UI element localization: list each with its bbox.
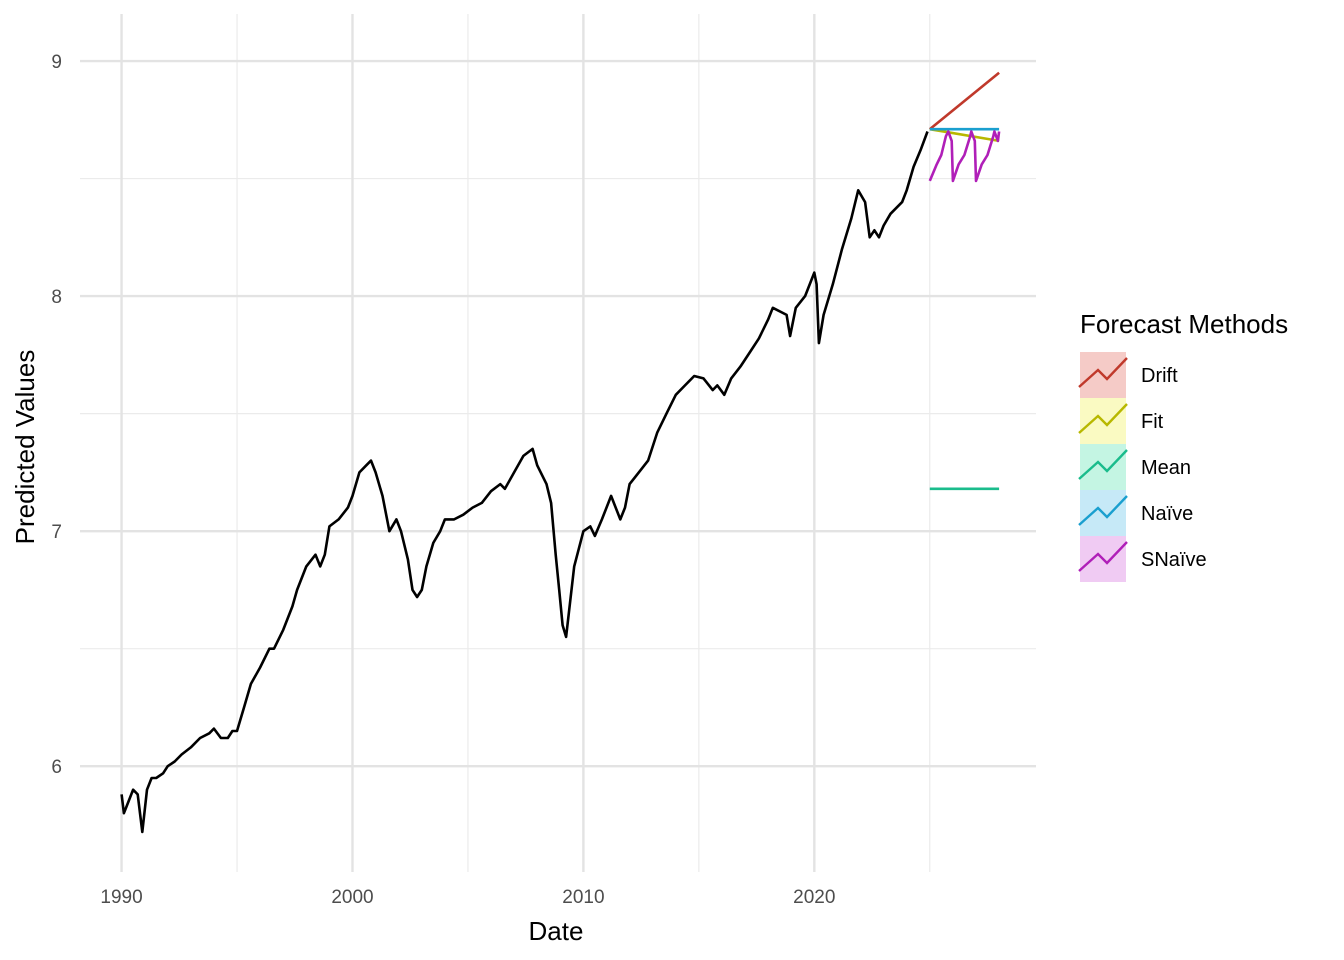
legend-label-fit: Fit: [1141, 411, 1164, 433]
y-tick-label: 6: [51, 757, 62, 778]
legend-glyph-drift: [1078, 357, 1128, 388]
legend-title: Forecast Methods: [1080, 309, 1288, 339]
x-tick-labels: 1990 2000 2010 2020: [100, 887, 835, 908]
legend-label-nave: Naïve: [1141, 503, 1193, 525]
y-tick-label: 9: [51, 52, 62, 73]
y-tick-labels: 6 7 8 9: [51, 52, 62, 778]
x-tick-label: 1990: [100, 887, 142, 908]
series-line-fit: [929, 127, 1000, 143]
y-tick-label: 8: [51, 287, 62, 308]
minor-gridlines: [80, 14, 1036, 872]
legend-label-mean: Mean: [1141, 457, 1191, 479]
legend-glyph-mean: [1078, 449, 1128, 480]
history-series-line: [120, 131, 929, 834]
y-tick-label: 7: [51, 522, 62, 543]
legend: Forecast Methods Drift Fit Mean Naïve SNaïve: [1078, 309, 1288, 582]
x-tick-label: 2010: [562, 887, 604, 908]
x-tick-label: 2020: [793, 887, 835, 908]
legend-glyph-nave: [1078, 495, 1128, 526]
x-tick-label: 2000: [331, 887, 373, 908]
x-axis-title: Date: [529, 916, 584, 946]
legend-glyph-snave: [1078, 541, 1128, 572]
legend-glyph-fit: [1078, 403, 1128, 434]
series-line-drift: [928, 71, 1000, 131]
legend-label-drift: Drift: [1141, 365, 1178, 387]
legend-items: Drift Fit Mean Naïve SNaïve: [1078, 352, 1207, 582]
y-axis-title: Predicted Values: [10, 350, 40, 545]
series-layer: [120, 71, 1001, 834]
legend-label-snave: SNaïve: [1141, 549, 1207, 571]
series-line-snave: [928, 130, 1001, 183]
major-gridlines: [80, 14, 1036, 872]
